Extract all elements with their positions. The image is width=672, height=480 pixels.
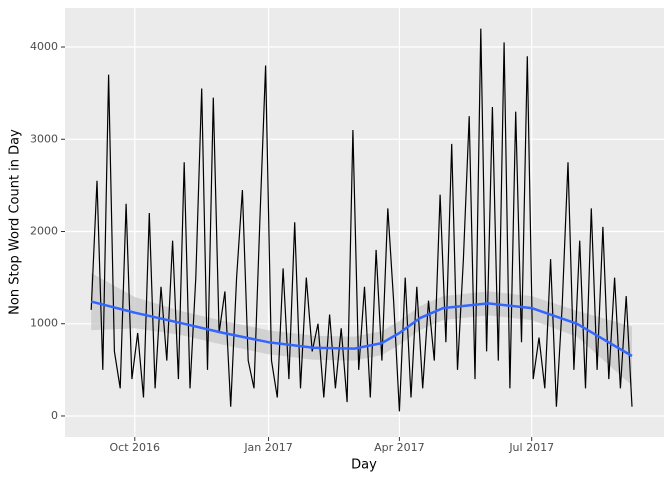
y-tick-label: 4000 xyxy=(30,40,58,53)
y-tick-label: 2000 xyxy=(30,224,58,237)
x-tick-label: Jul 2017 xyxy=(508,441,554,454)
y-axis-title: Non Stop Word Count in Day xyxy=(8,129,23,315)
panel xyxy=(65,8,664,437)
smooth-line xyxy=(90,300,633,358)
x-axis-title: Day xyxy=(351,458,377,473)
y-tick-label: 0 xyxy=(51,409,58,422)
y-tick-label: 1000 xyxy=(30,317,58,330)
x-tick-label: Apr 2017 xyxy=(374,441,425,454)
y-tick-label: 3000 xyxy=(30,132,58,145)
x-tick-label: Oct 2016 xyxy=(110,441,161,454)
x-tick-label: Jan 2017 xyxy=(243,441,292,454)
data-line xyxy=(90,28,633,412)
